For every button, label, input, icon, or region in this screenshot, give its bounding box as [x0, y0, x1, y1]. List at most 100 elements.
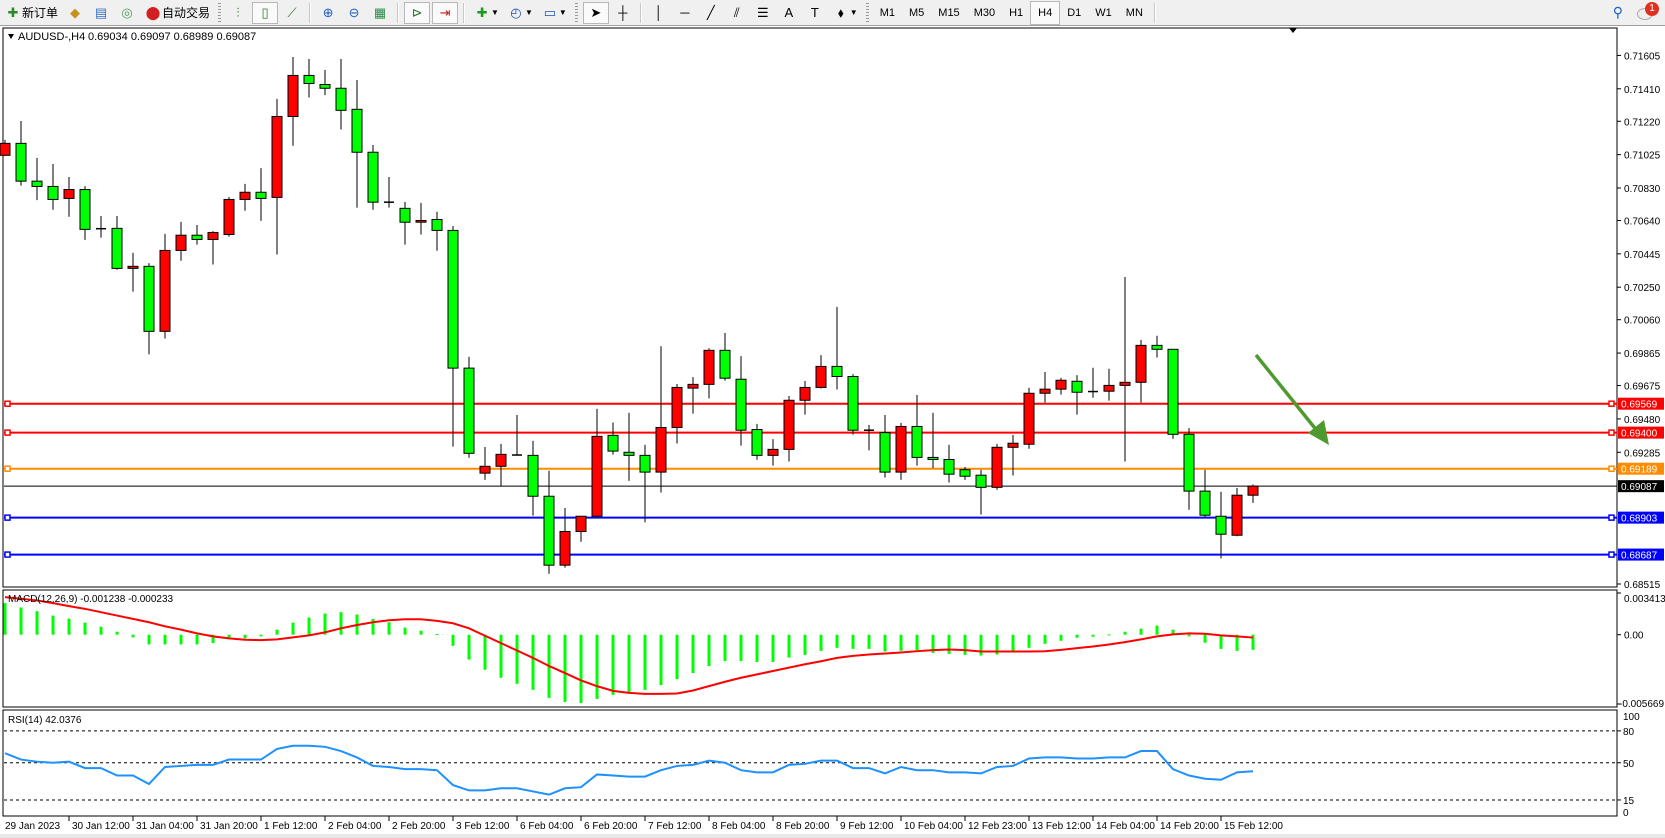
price-axis-label: 0.69865: [1624, 349, 1661, 360]
history-center-button[interactable]: ▤: [89, 2, 113, 24]
indicators-button[interactable]: ✚ ▼: [470, 2, 502, 24]
auto-trading-button[interactable]: ⬤ 自动交易: [141, 2, 213, 24]
time-axis-label: 8 Feb 20:00: [776, 821, 830, 832]
trend-arrow-line[interactable]: [1254, 353, 1320, 434]
horizontal-line-button[interactable]: ─: [673, 2, 697, 24]
timeframe-m1[interactable]: M1: [879, 6, 895, 19]
zoom-in-button[interactable]: ⊕: [316, 2, 340, 24]
chart-shift-button[interactable]: ⇥: [432, 1, 459, 24]
macd-histogram-bar: [387, 622, 391, 635]
macd-histogram-bar: [243, 634, 247, 639]
timeframe-d1[interactable]: D1: [1067, 6, 1082, 19]
timeframe-h1[interactable]: H1: [1009, 6, 1024, 19]
symbol-label: AUDUSD-,H4: [18, 31, 85, 43]
macd-histogram-bar: [1075, 634, 1079, 638]
fibonacci-fan-button[interactable]: ☰: [751, 2, 775, 24]
candle-bear: [47, 185, 59, 200]
macd-histogram-bar: [963, 634, 967, 655]
trendline-button[interactable]: ╱: [699, 2, 723, 24]
candle-bear: [15, 142, 27, 182]
price-level-value: 0.68687: [1621, 551, 1658, 562]
time-axis-label: 2 Feb 04:00: [328, 821, 382, 832]
price-axis-label: 0.70250: [1624, 283, 1661, 294]
timeframe-m15[interactable]: M15: [938, 6, 960, 19]
level-handle-left[interactable]: [4, 429, 11, 436]
toolbar-grip[interactable]: [218, 2, 222, 23]
time-axis-label: 2 Feb 20:00: [392, 821, 446, 832]
arrows-button[interactable]: ⬧ ▼: [829, 2, 861, 24]
timeframe-bar: M1 M5 M15 M30 H1 H4 D1 W1 MN: [873, 0, 1150, 25]
candle-bull: [175, 234, 187, 251]
zoom-out-button[interactable]: ⊖: [342, 2, 366, 24]
level-handle-left[interactable]: [4, 551, 11, 558]
price-level-value: 0.68903: [1621, 514, 1658, 525]
new-order-button[interactable]: ✚ 新订单: [1, 2, 61, 24]
level-handle-right[interactable]: [1608, 400, 1615, 407]
candle-bear: [639, 454, 651, 473]
candle-bear: [735, 378, 747, 431]
toolbar-grip[interactable]: [574, 2, 578, 23]
cursor-button[interactable]: ➤: [582, 1, 609, 24]
level-handle-left[interactable]: [4, 514, 11, 521]
candle-bear: [1183, 433, 1195, 492]
candle-bear: [255, 191, 267, 199]
price-axis-label: 0.71220: [1624, 117, 1661, 128]
text-button[interactable]: A: [777, 2, 801, 24]
templates-button[interactable]: ▭ ▼: [538, 2, 570, 24]
text-label-button[interactable]: T: [803, 2, 827, 24]
candle-bull: [799, 386, 811, 401]
timeframe-m30[interactable]: M30: [973, 6, 996, 19]
separator: [1153, 2, 1156, 23]
price-level-tag: [1618, 397, 1664, 410]
time-axis-label: 15 Feb 12:00: [1224, 821, 1283, 832]
level-handle-right[interactable]: [1608, 465, 1615, 472]
tile-windows-button[interactable]: ▦: [368, 2, 392, 24]
symbol-menu-icon[interactable]: [8, 34, 14, 39]
toolbar-grip[interactable]: [865, 2, 869, 23]
price-axis-label: 0.71025: [1624, 151, 1661, 162]
vertical-line-button[interactable]: │: [647, 2, 671, 24]
timeframe-h4[interactable]: H4: [1030, 0, 1061, 25]
macd-histogram-bar: [723, 634, 727, 661]
signal-button[interactable]: ◎: [115, 2, 139, 24]
timeframe-mn[interactable]: MN: [1125, 6, 1143, 19]
notifications-button[interactable]: 1: [1637, 2, 1659, 22]
dropdown-arrow-icon: ▼: [524, 8, 533, 17]
macd-histogram-bar: [3, 603, 7, 635]
level-handle-left[interactable]: [4, 400, 11, 407]
candle-bull: [495, 453, 507, 467]
candle-bear: [543, 495, 555, 566]
auto-trading-label: 自动交易: [162, 6, 211, 20]
zoom-in-icon: ⊕: [322, 4, 334, 20]
macd-histogram-bar: [1251, 634, 1255, 650]
auto-scroll-button[interactable]: ⊳: [404, 1, 431, 24]
macd-histogram-bar: [1043, 634, 1047, 644]
fibonacci-button[interactable]: ⫽: [725, 2, 749, 24]
candle-bear: [1071, 380, 1083, 393]
crosshair-button[interactable]: ┼: [611, 2, 635, 24]
auto-trading-icon: ⬤: [145, 4, 161, 20]
fibonacci-fan-icon: ☰: [756, 4, 769, 20]
periods-button[interactable]: ◴ ▼: [504, 2, 536, 24]
candle-bear: [1199, 490, 1211, 516]
level-handle-right[interactable]: [1608, 551, 1615, 558]
candle-bull: [1039, 388, 1051, 394]
macd-histogram-bar: [1219, 634, 1223, 649]
macd-histogram-bar: [51, 615, 55, 635]
timeframe-w1[interactable]: W1: [1095, 6, 1112, 19]
candle-bear: [447, 229, 459, 369]
level-handle-right[interactable]: [1608, 514, 1615, 521]
line-chart-button[interactable]: ⟋: [280, 2, 304, 24]
macd-histogram-bar: [755, 634, 759, 662]
search-icon[interactable]: ⚲: [1612, 3, 1623, 20]
gold-bars-button[interactable]: ◆: [63, 2, 87, 24]
rsi-line: [4, 744, 1254, 796]
chart-shift-marker-icon[interactable]: [1289, 28, 1297, 33]
timeframe-m5[interactable]: M5: [909, 6, 925, 19]
macd-histogram-bar: [403, 627, 407, 635]
level-handle-right[interactable]: [1608, 429, 1615, 436]
candlestick-button[interactable]: ▯: [252, 1, 279, 24]
bar-chart-button[interactable]: ⫶: [226, 2, 250, 24]
level-handle-left[interactable]: [4, 465, 11, 472]
